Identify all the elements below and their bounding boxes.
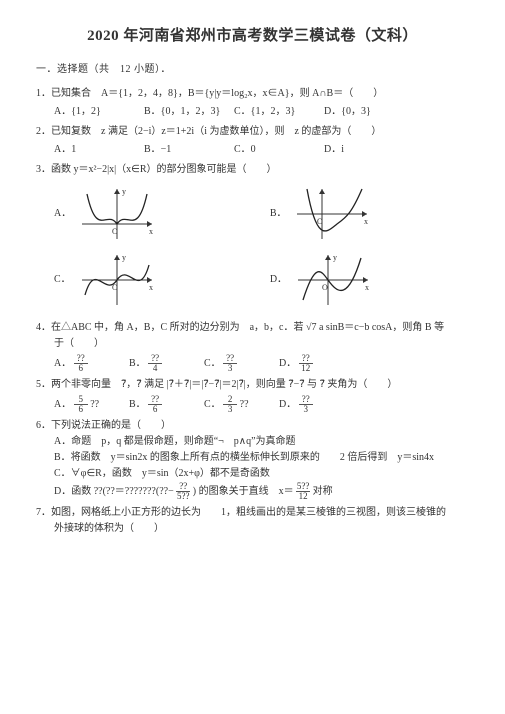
q3-graph-d-cell: D． O x y (270, 250, 469, 310)
question-7: 7．如图，网格纸上小正方形的边长为 1，粗线画出的是某三棱锥的三视图，则该三棱锥… (36, 505, 469, 537)
page-title: 2020 年河南省郑州市高考数学三模试卷（文科） (36, 24, 469, 48)
q5-opt-d: D． ??3 (279, 395, 354, 414)
q2-opt-d: D．i (324, 142, 414, 158)
question-6: 6．下列说法正确的是（ ） A．命题 p，q 都是假命题，则命题“¬ p∧q”为… (36, 418, 469, 501)
q1-stem: 1．已知集合 A＝{1，2，4，8}，B＝{y|y＝log₂x，x∈A}，则 A… (36, 86, 469, 102)
q7-line1: 7．如图，网格纸上小正方形的边长为 1，粗线画出的是某三棱锥的三视图，则该三棱锥… (36, 505, 469, 521)
svg-text:x: x (149, 227, 153, 236)
svg-text:y: y (122, 253, 126, 262)
q4-opt-b: B． ??4 (129, 354, 204, 373)
q5-opt-b: B． ??6 (129, 395, 204, 414)
q4-opt-d: D． ??12 (279, 354, 354, 373)
svg-text:O: O (322, 283, 328, 292)
q4-line2: 于（ ） (54, 336, 469, 352)
svg-text:x: x (149, 283, 153, 292)
q6-stem: 6．下列说法正确的是（ ） (36, 418, 469, 434)
q6-opt-c: C．∀φ∈R，函数 y＝sin（2x+φ）都不是奇函数 (54, 466, 469, 482)
q3-label-a: A． (54, 206, 71, 222)
q3-graph-d: O x y (293, 250, 373, 310)
q3-graph-c: O x y (77, 250, 157, 310)
q5-opt-c: C． 23 ?? (204, 395, 279, 414)
exam-page: 2020 年河南省郑州市高考数学三模试卷（文科） 一．选择题（共 12 小题）．… (0, 0, 505, 714)
q3-label-b: B． (270, 206, 287, 222)
svg-text:O: O (112, 227, 118, 236)
svg-text:y: y (333, 253, 337, 262)
question-2: 2．已知复数 z 满足（2−i）z＝1+2i（i 为虚数单位），则 z 的虚部为… (36, 124, 469, 158)
q3-graph-b-cell: B． O x (270, 184, 469, 244)
q4-opt-c: C． ??3 (204, 354, 279, 373)
question-5: 5．两个非零向量 ?⃗，?⃗ 满足 |?⃗＋?⃗|＝|?⃗−?⃗|＝2|?⃗|，… (36, 377, 469, 414)
q1-opt-d: D．{0，3} (324, 104, 414, 120)
svg-text:y: y (122, 187, 126, 196)
q3-label-d: D． (270, 272, 287, 288)
q6-opt-a: A．命题 p，q 都是假命题，则命题“¬ p∧q”为真命题 (54, 434, 469, 450)
q1-opt-c: C．{1，2，3} (234, 104, 324, 120)
q3-label-c: C． (54, 272, 71, 288)
question-1: 1．已知集合 A＝{1，2，4，8}，B＝{y|y＝log₂x，x∈A}，则 A… (36, 86, 469, 120)
q3-stem: 3．函数 y＝x²−2|x|（x∈R）的部分图象可能是（ ） (36, 162, 469, 178)
question-3: 3．函数 y＝x²−2|x|（x∈R）的部分图象可能是（ ） A． O x y … (36, 162, 469, 316)
q7-line2: 外接球的体积为（ ） (54, 521, 469, 537)
q4-opt-a: A． ??6 (54, 354, 129, 373)
q3-graph-a-cell: A． O x y (54, 184, 253, 244)
q2-opt-c: C．0 (234, 142, 324, 158)
svg-text:x: x (365, 283, 369, 292)
q1-opt-b: B．{0，1，2，3} (144, 104, 234, 120)
q2-stem: 2．已知复数 z 满足（2−i）z＝1+2i（i 为虚数单位），则 z 的虚部为… (36, 124, 469, 140)
section-1-heading: 一．选择题（共 12 小题）． (36, 62, 469, 78)
q3-graph-b: O x (292, 184, 372, 244)
q1-opt-a: A．{1，2} (54, 104, 144, 120)
q5-stem: 5．两个非零向量 ?⃗，?⃗ 满足 |?⃗＋?⃗|＝|?⃗−?⃗|＝2|?⃗|，… (36, 377, 469, 393)
q4-line1: 4．在△ABC 中，角 A，B，C 所对的边分别为 a，b，c．若 √7 a s… (36, 320, 469, 336)
question-4: 4．在△ABC 中，角 A，B，C 所对的边分别为 a，b，c．若 √7 a s… (36, 320, 469, 373)
svg-text:x: x (364, 217, 368, 226)
q6-opt-b: B．将函数 y＝sin2x 的图象上所有点的横坐标伸长到原来的 2 倍后得到 y… (54, 450, 469, 466)
q3-graph-a: O x y (77, 184, 157, 244)
q2-opt-a: A．1 (54, 142, 144, 158)
q2-opt-b: B．−1 (144, 142, 234, 158)
q5-opt-a: A． 56 ?? (54, 395, 129, 414)
q3-graph-c-cell: C． O x y (54, 250, 253, 310)
q6-opt-d: D．函数 ??(??＝???????(??− ??5?? ) 的图象关于直线 x… (54, 482, 469, 501)
